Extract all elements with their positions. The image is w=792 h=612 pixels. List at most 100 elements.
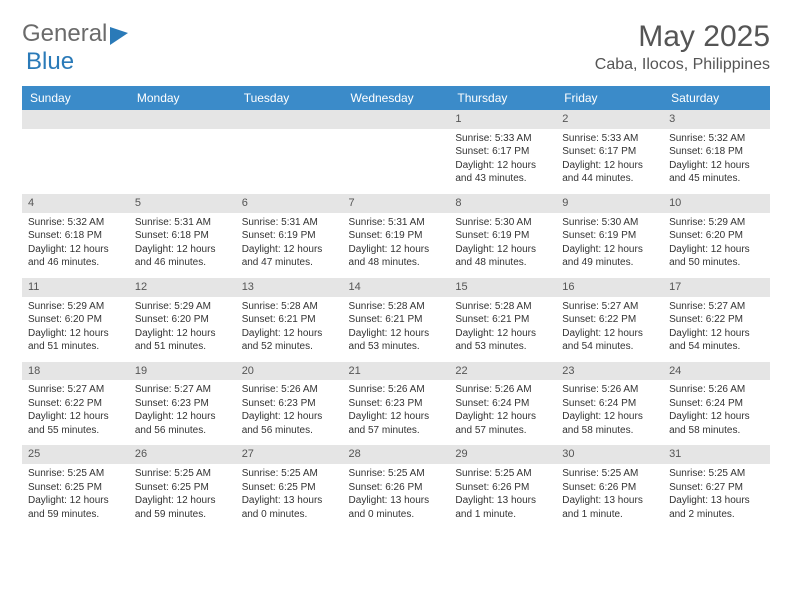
day-number: 10 [663, 194, 770, 213]
day-number [22, 110, 129, 129]
daylight-text: Daylight: 13 hours [455, 494, 550, 508]
sunset-text: Sunset: 6:19 PM [242, 229, 337, 243]
daylight-text: Daylight: 12 hours [669, 159, 764, 173]
daylight-text: and 0 minutes. [349, 508, 444, 522]
day-cell: Sunrise: 5:26 AMSunset: 6:23 PMDaylight:… [236, 380, 343, 445]
daylight-text: and 2 minutes. [669, 508, 764, 522]
sunset-text: Sunset: 6:22 PM [562, 313, 657, 327]
logo-sail-icon [110, 27, 128, 45]
daylight-text: Daylight: 12 hours [562, 410, 657, 424]
daylight-text: Daylight: 12 hours [135, 410, 230, 424]
sunrise-text: Sunrise: 5:26 AM [455, 383, 550, 397]
sunrise-text: Sunrise: 5:26 AM [562, 383, 657, 397]
daylight-text: and 58 minutes. [562, 424, 657, 438]
day-number: 22 [449, 362, 556, 381]
day-number: 6 [236, 194, 343, 213]
sunrise-text: Sunrise: 5:25 AM [242, 467, 337, 481]
day-cell: Sunrise: 5:25 AMSunset: 6:26 PMDaylight:… [449, 464, 556, 529]
sunset-text: Sunset: 6:27 PM [669, 481, 764, 495]
day-cell: Sunrise: 5:33 AMSunset: 6:17 PMDaylight:… [449, 129, 556, 194]
daylight-text: and 52 minutes. [242, 340, 337, 354]
sunset-text: Sunset: 6:18 PM [28, 229, 123, 243]
daylight-text: and 57 minutes. [349, 424, 444, 438]
sunrise-text: Sunrise: 5:29 AM [28, 300, 123, 314]
sunset-text: Sunset: 6:19 PM [562, 229, 657, 243]
day-cell: Sunrise: 5:28 AMSunset: 6:21 PMDaylight:… [449, 297, 556, 362]
sunset-text: Sunset: 6:24 PM [562, 397, 657, 411]
daylight-text: Daylight: 12 hours [455, 327, 550, 341]
sunset-text: Sunset: 6:23 PM [135, 397, 230, 411]
sunrise-text: Sunrise: 5:32 AM [28, 216, 123, 230]
sunrise-text: Sunrise: 5:27 AM [669, 300, 764, 314]
daylight-text: Daylight: 12 hours [135, 243, 230, 257]
sunrise-text: Sunrise: 5:33 AM [562, 132, 657, 146]
daylight-text: and 0 minutes. [242, 508, 337, 522]
day-number: 30 [556, 445, 663, 464]
day-number-row: 45678910 [22, 194, 770, 213]
header: General May 2025 Caba, Ilocos, Philippin… [22, 20, 770, 74]
day-cell: Sunrise: 5:31 AMSunset: 6:19 PMDaylight:… [343, 213, 450, 278]
title-block: May 2025 Caba, Ilocos, Philippines [595, 20, 770, 74]
day-cell: Sunrise: 5:28 AMSunset: 6:21 PMDaylight:… [236, 297, 343, 362]
daylight-text: Daylight: 12 hours [562, 327, 657, 341]
sunrise-text: Sunrise: 5:28 AM [349, 300, 444, 314]
sunset-text: Sunset: 6:24 PM [455, 397, 550, 411]
daylight-text: and 45 minutes. [669, 172, 764, 186]
daylight-text: Daylight: 12 hours [28, 327, 123, 341]
day-number: 31 [663, 445, 770, 464]
daylight-text: and 47 minutes. [242, 256, 337, 270]
sunset-text: Sunset: 6:17 PM [455, 145, 550, 159]
day-cell: Sunrise: 5:28 AMSunset: 6:21 PMDaylight:… [343, 297, 450, 362]
weekday-header: Sunday [22, 86, 129, 110]
daylight-text: and 43 minutes. [455, 172, 550, 186]
daylight-text: and 48 minutes. [455, 256, 550, 270]
calendar-table: Sunday Monday Tuesday Wednesday Thursday… [22, 86, 770, 529]
day-number-row: 25262728293031 [22, 445, 770, 464]
sunset-text: Sunset: 6:22 PM [669, 313, 764, 327]
day-number: 23 [556, 362, 663, 381]
day-number-row: 18192021222324 [22, 362, 770, 381]
daylight-text: and 55 minutes. [28, 424, 123, 438]
sunset-text: Sunset: 6:17 PM [562, 145, 657, 159]
day-number: 18 [22, 362, 129, 381]
weekday-header: Wednesday [343, 86, 450, 110]
day-number [343, 110, 450, 129]
sunrise-text: Sunrise: 5:30 AM [562, 216, 657, 230]
day-cell: Sunrise: 5:27 AMSunset: 6:23 PMDaylight:… [129, 380, 236, 445]
daylight-text: Daylight: 12 hours [349, 410, 444, 424]
day-data-row: Sunrise: 5:27 AMSunset: 6:22 PMDaylight:… [22, 380, 770, 445]
day-cell: Sunrise: 5:25 AMSunset: 6:27 PMDaylight:… [663, 464, 770, 529]
daylight-text: and 56 minutes. [242, 424, 337, 438]
sunset-text: Sunset: 6:24 PM [669, 397, 764, 411]
sunset-text: Sunset: 6:21 PM [242, 313, 337, 327]
daylight-text: and 57 minutes. [455, 424, 550, 438]
daylight-text: and 50 minutes. [669, 256, 764, 270]
day-number: 17 [663, 278, 770, 297]
daylight-text: Daylight: 12 hours [28, 243, 123, 257]
day-cell: Sunrise: 5:30 AMSunset: 6:19 PMDaylight:… [556, 213, 663, 278]
day-number: 12 [129, 278, 236, 297]
daylight-text: Daylight: 12 hours [242, 243, 337, 257]
daylight-text: Daylight: 12 hours [135, 494, 230, 508]
daylight-text: and 44 minutes. [562, 172, 657, 186]
day-cell: Sunrise: 5:30 AMSunset: 6:19 PMDaylight:… [449, 213, 556, 278]
daylight-text: Daylight: 12 hours [135, 327, 230, 341]
day-cell [343, 129, 450, 194]
sunrise-text: Sunrise: 5:31 AM [135, 216, 230, 230]
daylight-text: Daylight: 12 hours [349, 327, 444, 341]
daylight-text: Daylight: 12 hours [349, 243, 444, 257]
daylight-text: and 49 minutes. [562, 256, 657, 270]
day-number: 9 [556, 194, 663, 213]
daylight-text: and 58 minutes. [669, 424, 764, 438]
day-cell: Sunrise: 5:25 AMSunset: 6:25 PMDaylight:… [129, 464, 236, 529]
day-number-row: 123 [22, 110, 770, 129]
day-cell: Sunrise: 5:27 AMSunset: 6:22 PMDaylight:… [556, 297, 663, 362]
sunset-text: Sunset: 6:21 PM [455, 313, 550, 327]
day-cell: Sunrise: 5:29 AMSunset: 6:20 PMDaylight:… [129, 297, 236, 362]
sunrise-text: Sunrise: 5:25 AM [455, 467, 550, 481]
day-data-row: Sunrise: 5:25 AMSunset: 6:25 PMDaylight:… [22, 464, 770, 529]
day-cell [22, 129, 129, 194]
daylight-text: and 1 minute. [455, 508, 550, 522]
weekday-header: Friday [556, 86, 663, 110]
sunrise-text: Sunrise: 5:25 AM [135, 467, 230, 481]
